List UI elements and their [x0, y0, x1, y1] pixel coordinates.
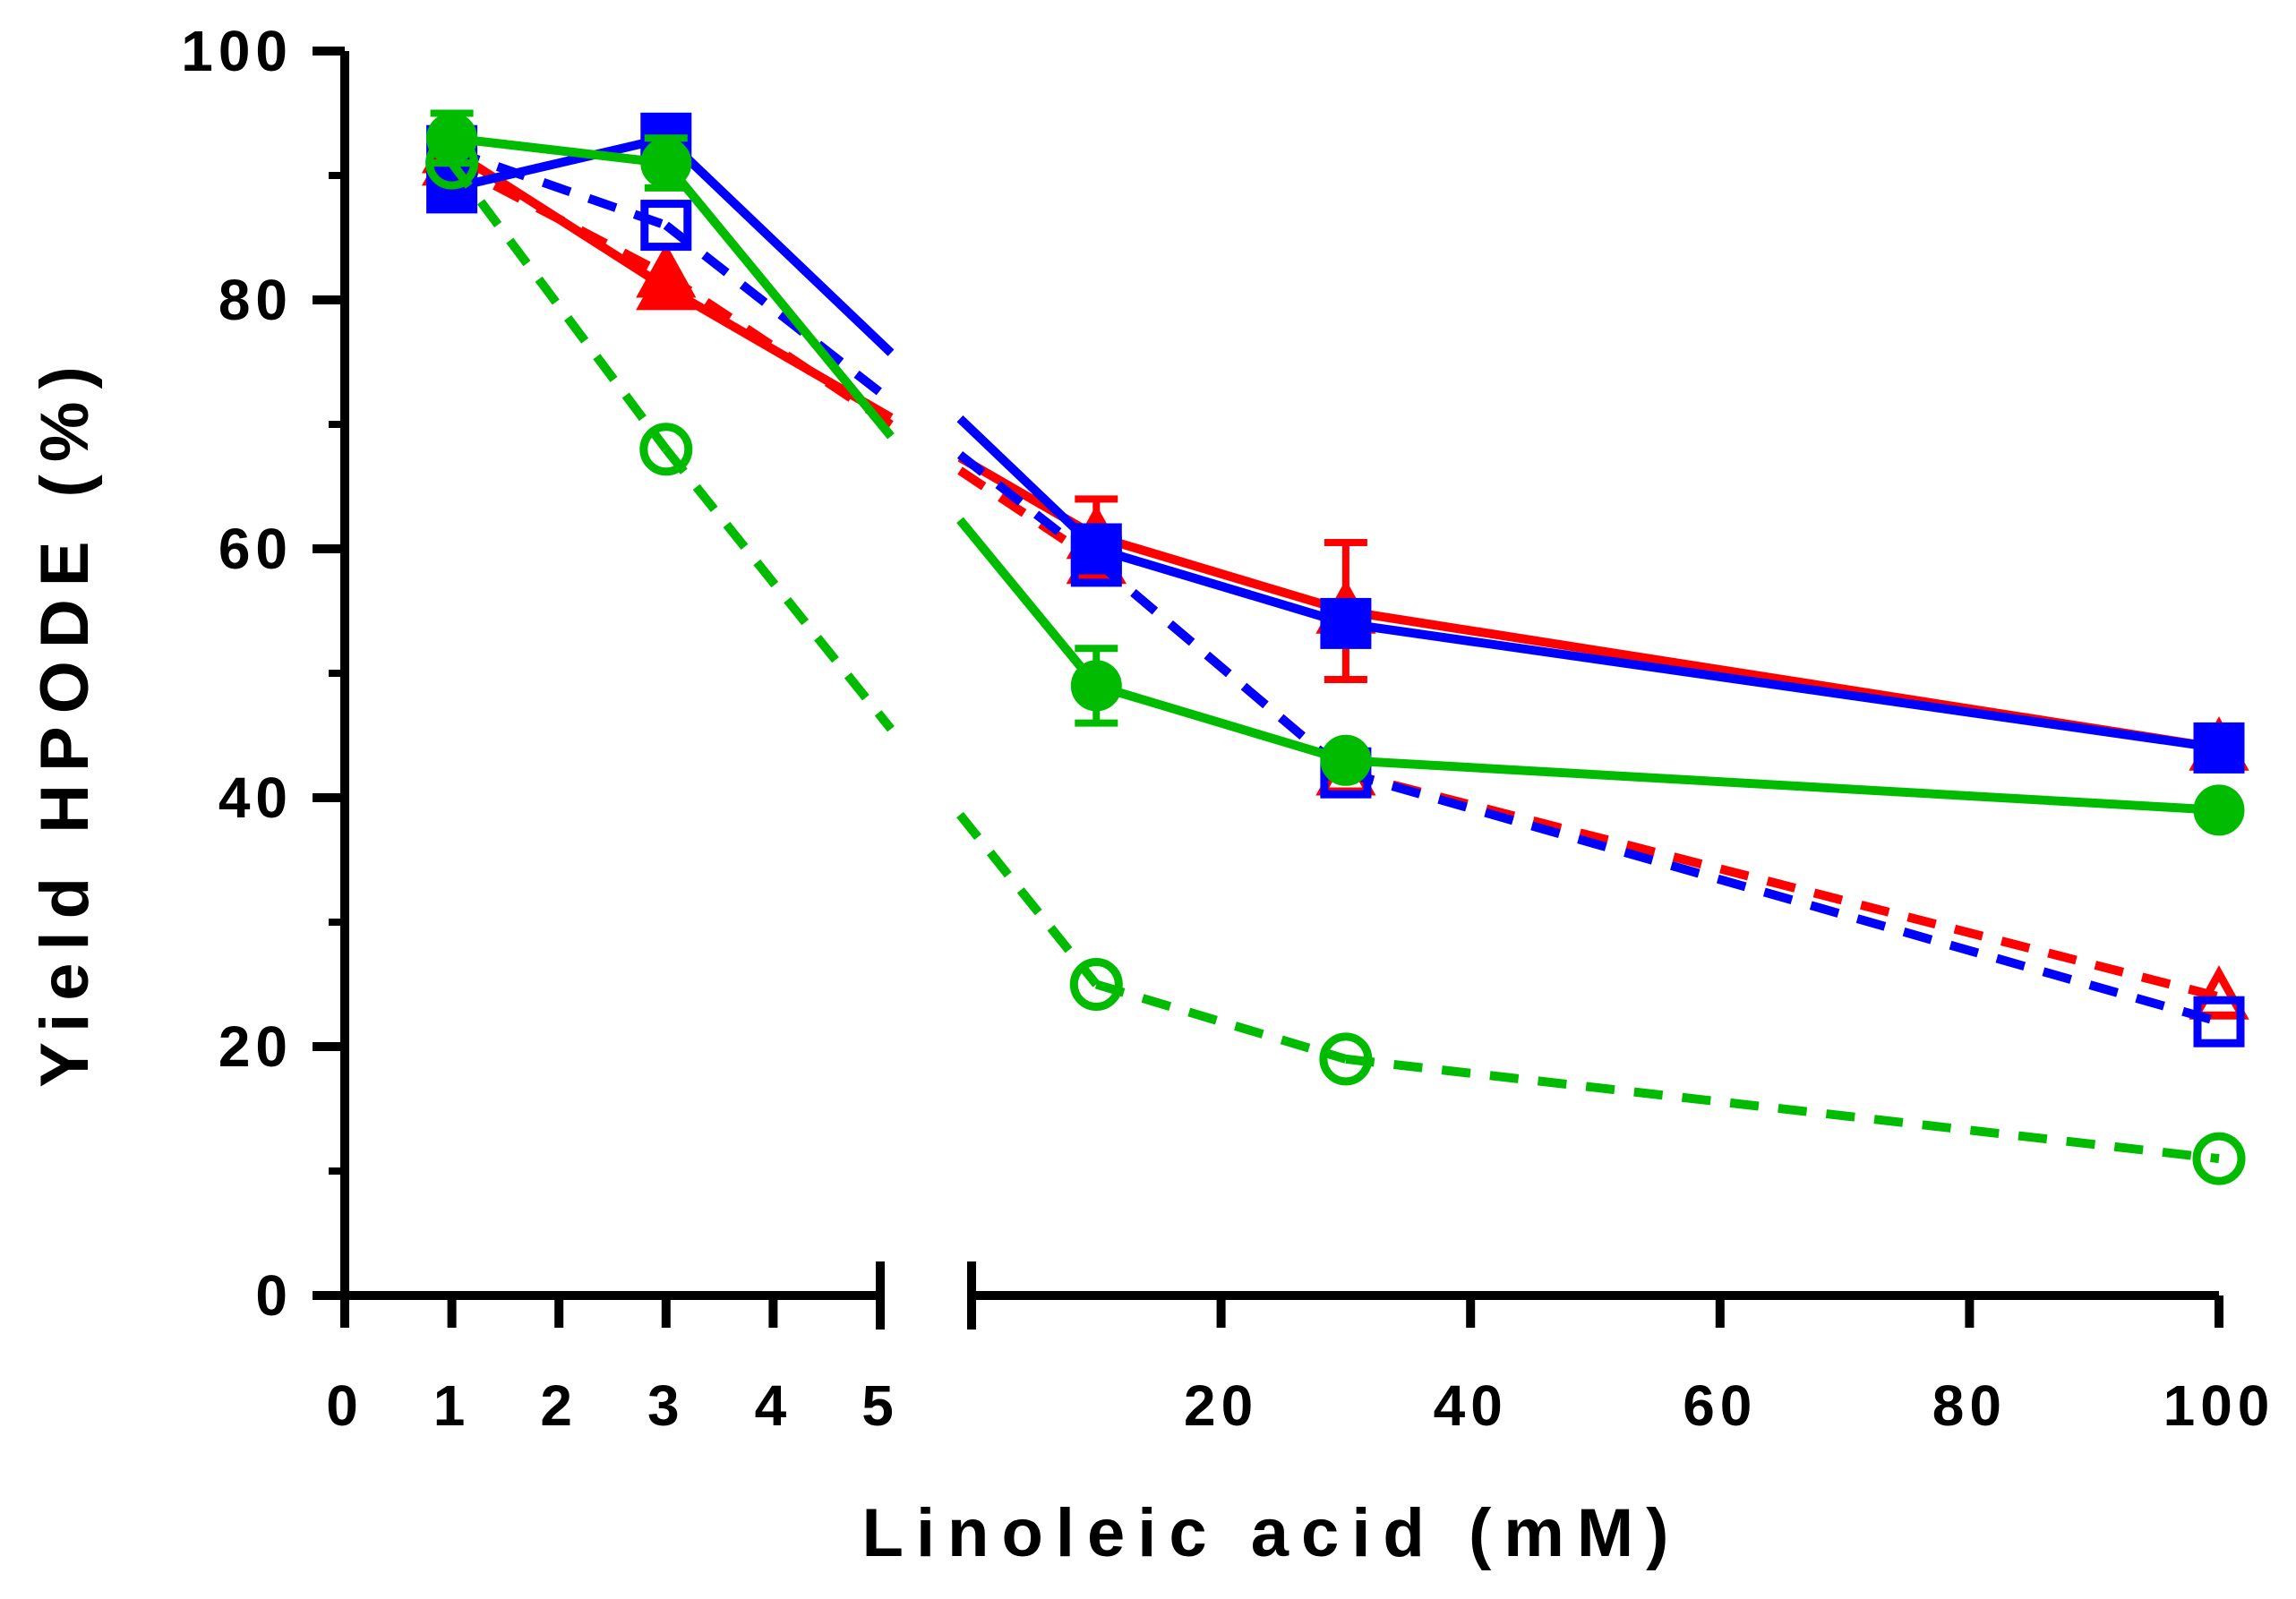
- series-line: [1093, 558, 1349, 777]
- series-line: [956, 517, 1101, 689]
- series-line: [450, 133, 667, 192]
- y-tick-label: 20: [218, 1014, 293, 1079]
- y-tick-label: 40: [218, 765, 293, 830]
- data-point: [639, 423, 693, 476]
- x-tick-label: 2: [540, 1373, 578, 1438]
- data-point: [1320, 597, 1372, 649]
- data-point: [2193, 722, 2245, 774]
- x-tick-label: 3: [647, 1373, 685, 1438]
- x-tick-label: 40: [1434, 1373, 1508, 1438]
- data-point: [1070, 535, 1122, 587]
- x-tick-label: 4: [755, 1373, 792, 1438]
- y-axis-title: Yield HPODE (%): [27, 354, 103, 1087]
- data-point: [2193, 996, 2245, 1047]
- series-line: [663, 134, 895, 356]
- series-2: [426, 112, 2245, 774]
- series-line: [1094, 979, 1348, 1064]
- x-tick-label: 5: [861, 1373, 899, 1438]
- series-line: [1345, 1054, 2220, 1164]
- data-point: [425, 136, 479, 190]
- series-line: [956, 811, 1101, 988]
- axes: 0 20 40 60 80 100 0 1 2 3 4 5 20 40 60 80 100: [181, 19, 2275, 1438]
- data-point: [636, 243, 697, 298]
- series-line: [662, 446, 895, 732]
- data-point: [1319, 1032, 1373, 1086]
- series-line: [957, 466, 1100, 566]
- x-tick-label: 100: [2163, 1373, 2275, 1438]
- series-5: [425, 136, 2246, 1185]
- x-tick-label: 20: [1184, 1373, 1258, 1438]
- y-tick-label: 60: [218, 517, 293, 581]
- series-line: [1094, 544, 1348, 628]
- x-tick-label: 1: [433, 1373, 471, 1438]
- series-1: [421, 131, 2249, 1020]
- data-point: [640, 137, 692, 189]
- series-line: [1094, 681, 1348, 765]
- y-tick-label: 80: [218, 268, 293, 332]
- data-point: [1070, 660, 1122, 712]
- x-axis-title: Linoleic acid (mM): [862, 1495, 1682, 1571]
- y-tick-label: 100: [181, 19, 293, 83]
- series-0: [421, 118, 2249, 771]
- series-4: [426, 109, 2245, 836]
- data-point: [2193, 784, 2245, 836]
- data-point: [1320, 734, 1372, 786]
- x-tick-label: 0: [326, 1373, 364, 1438]
- data-point: [2189, 965, 2249, 1020]
- y-tick-label: 0: [255, 1263, 293, 1328]
- data-point: [1069, 958, 1123, 1011]
- x-tick-label: 80: [1932, 1373, 2007, 1438]
- data-point: [640, 200, 692, 252]
- data-point: [2192, 1132, 2246, 1185]
- series-line: [1345, 756, 2220, 815]
- series-line: [1094, 532, 1348, 616]
- x-tick-label: 60: [1683, 1373, 1757, 1438]
- series-line: [451, 133, 667, 168]
- series-line: [1345, 619, 2220, 753]
- series-line: [662, 159, 895, 440]
- series-layer: [421, 109, 2249, 1185]
- series-line: [450, 146, 668, 230]
- series-line: [450, 158, 669, 279]
- series-line: [1344, 768, 2221, 1027]
- series-line: [448, 160, 670, 452]
- series-3: [426, 124, 2245, 1047]
